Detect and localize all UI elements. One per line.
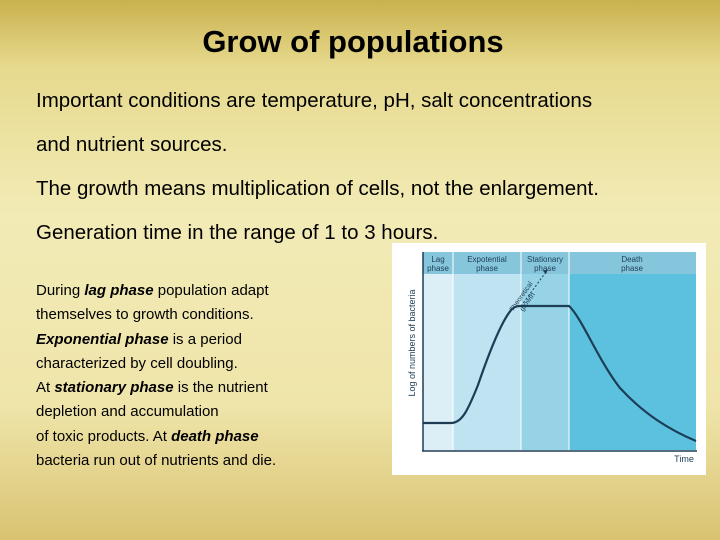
phase-header-strip: [423, 252, 696, 274]
desc-text: is the nutrient: [173, 379, 268, 397]
phase-label-death: Death: [621, 255, 642, 264]
arrow-head-icon: [543, 269, 548, 274]
desc-line-2: themselves to growth conditions.: [36, 306, 254, 324]
term-exponential-phase: Exponential phase: [36, 330, 169, 348]
desc-line-1: During lag phase population adapt: [36, 279, 356, 303]
phase-label-death-2: phase: [621, 264, 643, 273]
phase-label-lag-2: phase: [427, 264, 449, 273]
phase-label-exponential-2: phase: [476, 264, 498, 273]
desc-line-3: Exponential phase is a period: [36, 328, 356, 352]
phase-label-lag: Lag: [431, 255, 444, 264]
phase-description: During lag phase population adapt themse…: [36, 279, 356, 473]
term-lag-phase: lag phase: [84, 282, 154, 299]
bullet-line-4: Generation time in the range of 1 to 3 h…: [36, 221, 439, 244]
phase-label-exponential: Expotential: [467, 255, 507, 264]
desc-line-4: characterized by cell doubling.: [36, 354, 238, 372]
term-stationary-phase: stationary phase: [54, 379, 174, 397]
y-axis-label: Log of numbers of bacteria: [407, 289, 417, 396]
phase-label-stationary: Stationary: [527, 255, 563, 264]
exponential-phase-band: [453, 252, 521, 450]
bullet-line-3: The growth means multiplication of cells…: [36, 177, 599, 200]
stationary-phase-band: [521, 252, 569, 450]
death-phase-band: [569, 252, 696, 450]
theoretical-growth-line: [520, 271, 547, 307]
desc-line-5: At stationary phase is the nutrient: [36, 376, 356, 400]
bullet-line-1: Important conditions are temperature, pH…: [36, 89, 593, 112]
x-axis-label: Time: [674, 454, 694, 464]
desc-text: of toxic products. At: [36, 427, 172, 445]
bullet-line-2: and nutrient sources.: [36, 133, 228, 156]
desc-text: At: [36, 379, 55, 397]
desc-line-7: of toxic products. At death phase: [36, 425, 356, 449]
desc-text: population adapt: [153, 282, 269, 299]
slide-title: Grow of populations: [202, 24, 504, 59]
desc-line-8: bacteria run out of nutrients and die.: [36, 452, 277, 470]
desc-line-6: depletion and accumulation: [36, 403, 219, 421]
desc-text: is a period: [168, 330, 242, 348]
desc-text: During: [36, 282, 85, 299]
growth-curve: [423, 304, 697, 443]
lag-phase-band: [423, 252, 453, 450]
phase-label-stationary-2: phase: [534, 264, 556, 273]
term-death-phase: death phase: [171, 427, 259, 445]
bullet-text: Important conditions are temperature, pH…: [36, 79, 706, 255]
